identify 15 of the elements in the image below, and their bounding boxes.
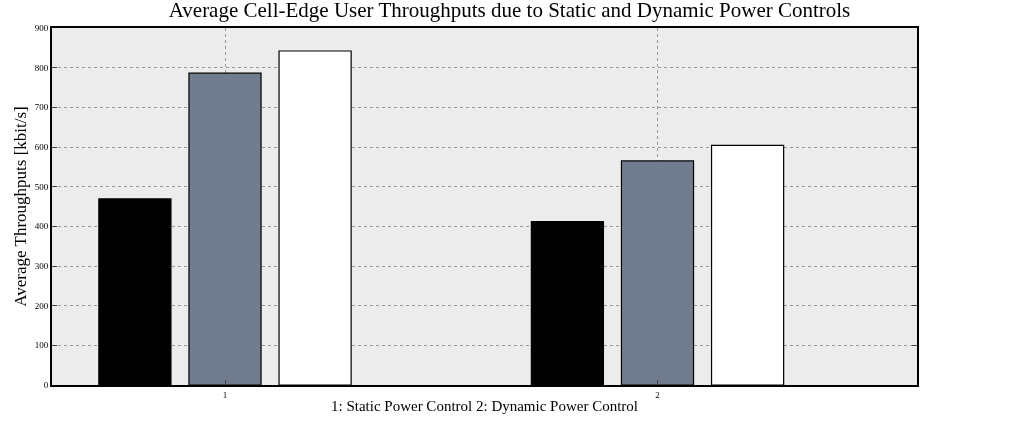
y-tick-label: 800 — [34, 62, 49, 73]
x-tick-label: 2 — [655, 389, 660, 400]
y-tick-label: 400 — [34, 221, 49, 232]
y-tick-label: 300 — [34, 261, 49, 272]
chart-title: Average Cell-Edge User Throughputs due to Static and Dynamic Power Controls — [168, 0, 851, 22]
y-axis-title: Average Throughputs [kbit/s] — [10, 106, 30, 307]
x-tick-label: 1 — [222, 389, 228, 400]
y-tick-label: 600 — [34, 142, 49, 153]
y-tick-label: 500 — [34, 181, 49, 192]
y-tick-label: 200 — [34, 300, 49, 311]
y-tick-label: 0 — [43, 380, 49, 391]
y-tick-label: 900 — [34, 23, 49, 34]
y-tick-label: 100 — [34, 340, 49, 351]
x-axis-title: 1: Static Power Control 2: Dynamic Power Control — [330, 398, 639, 415]
y-tick-label: 700 — [34, 102, 49, 113]
